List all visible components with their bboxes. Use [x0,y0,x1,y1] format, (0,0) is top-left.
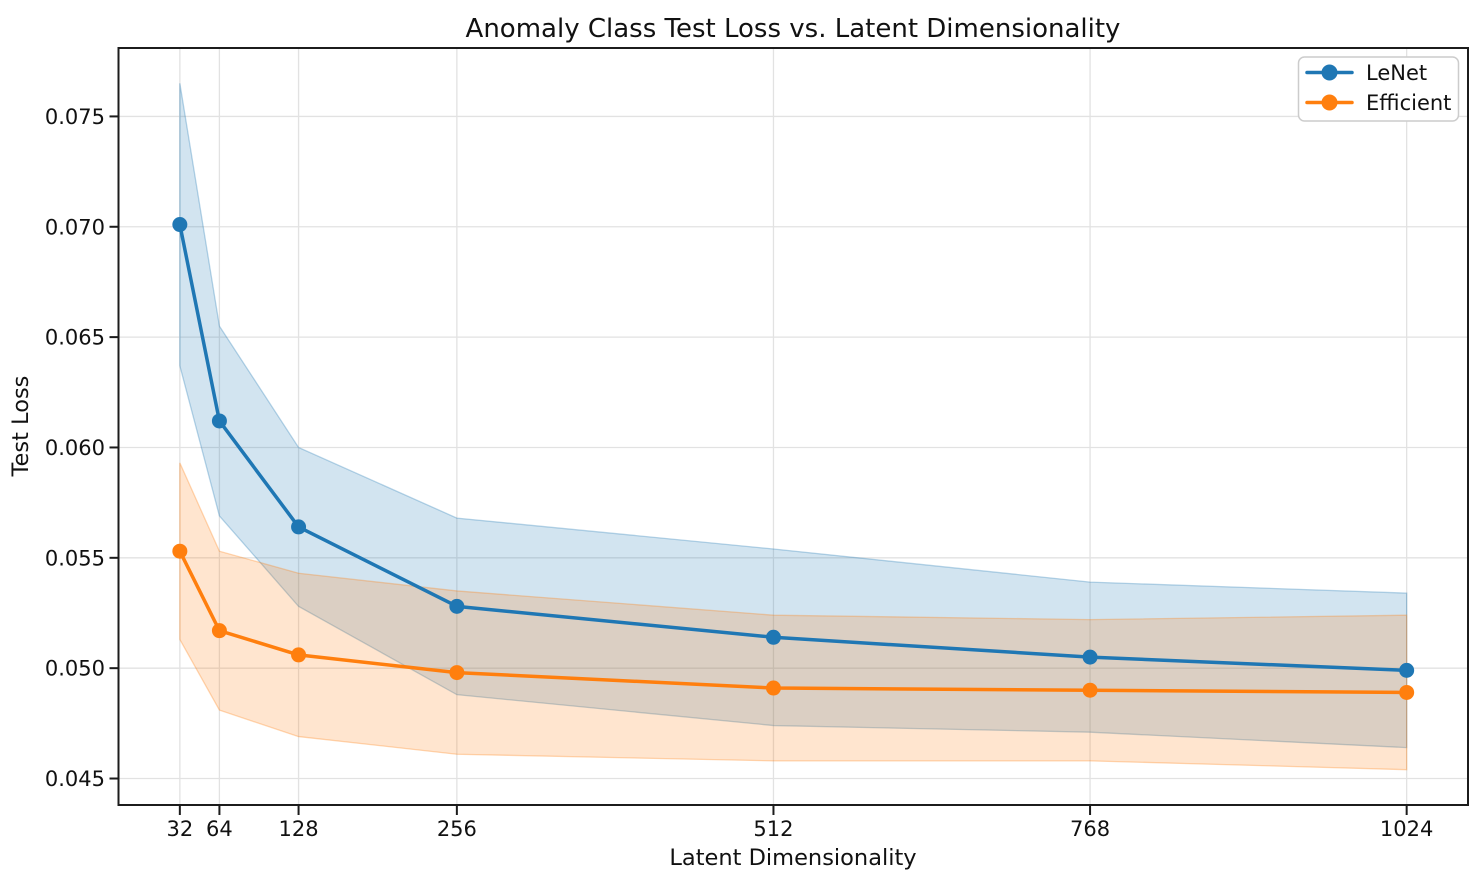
x-tick-label: 64 [206,817,233,841]
data-point-marker [449,665,465,681]
data-point-marker [172,543,188,559]
y-tick-label: 0.060 [45,436,105,460]
data-point-marker [1082,649,1098,665]
x-tick-label: 1024 [1380,817,1433,841]
series-lenet [172,217,1415,678]
chart-title: Anomaly Class Test Loss vs. Latent Dimen… [465,14,1121,44]
data-point-marker [765,680,781,696]
x-tick-label: 256 [437,817,477,841]
y-tick-label: 0.075 [45,105,105,129]
x-tick-label: 128 [279,817,319,841]
data-point-marker [1082,682,1098,698]
data-point-marker [172,217,188,233]
y-axis: 0.045 0.050 0.055 0.060 0.065 0.070 0.075 [45,105,118,791]
x-tick-label: 32 [166,817,193,841]
legend-item-lenet: LeNet [1305,61,1427,85]
y-tick-label: 0.050 [45,657,105,681]
legend-label: Efficient [1366,91,1451,115]
series-efficient [172,543,1415,700]
legend: LeNet Efficient [1297,56,1460,122]
data-point-marker [211,413,227,429]
legend-item-efficient: Efficient [1305,91,1451,115]
y-tick-label: 0.045 [45,767,105,791]
x-axis-label: Latent Dimensionality [669,845,917,871]
y-tick-label: 0.055 [45,546,105,570]
legend-label: LeNet [1366,61,1427,85]
confidence-band-efficient [179,462,1408,771]
data-point-marker [1399,684,1415,700]
y-tick-label: 0.070 [45,215,105,239]
y-tick-label: 0.065 [45,326,105,350]
x-tick-label: 512 [753,817,793,841]
data-point-marker [765,629,781,645]
data-point-marker [291,647,307,663]
data-point-marker [291,519,307,535]
data-point-marker [1399,662,1415,678]
data-point-marker [211,623,227,639]
x-axis: 32 64 128 256 512 768 1024 [166,806,1433,841]
x-tick-label: 768 [1070,817,1110,841]
legend-sample-marker [1321,94,1338,111]
legend-sample-marker [1321,64,1338,81]
confidence-band-lenet [179,83,1408,749]
grid [118,48,1468,805]
data-point-marker [449,598,465,614]
axes-spines [117,47,1469,806]
